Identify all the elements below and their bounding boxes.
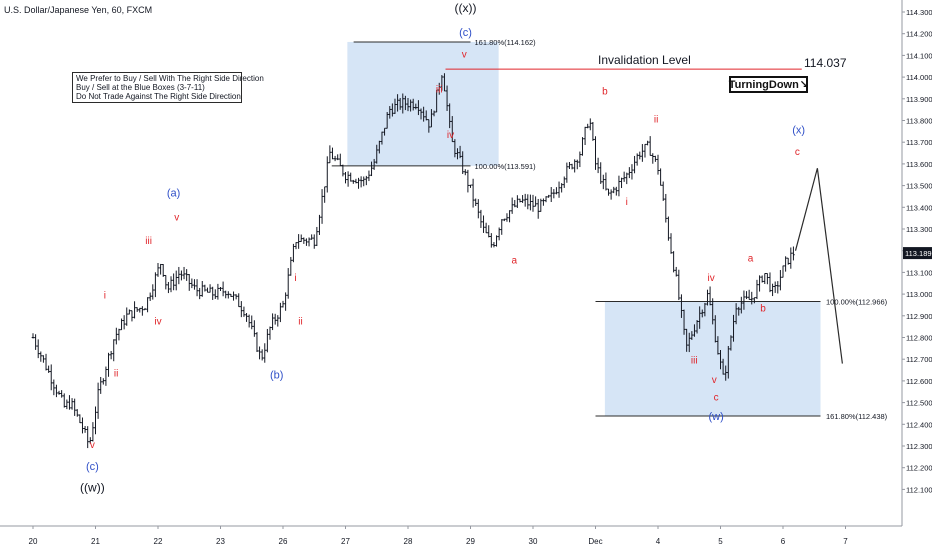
trading-notes: We Prefer to Buy / Sell With The Right S… bbox=[72, 72, 264, 103]
fibonacci-levels-layer: 161.80%(114.162) 100.00%(113.591) 100.00%(… bbox=[331, 38, 888, 421]
wave-label: ((x)) bbox=[455, 1, 477, 15]
projection-layer bbox=[794, 168, 843, 364]
wave-label: a bbox=[748, 254, 754, 265]
y-tick-label: 112.700 bbox=[906, 355, 932, 364]
y-tick-label: 114.200 bbox=[906, 30, 932, 39]
wave-label: v bbox=[90, 440, 95, 451]
y-tick-label: 113.100 bbox=[906, 268, 932, 277]
invalidation-label: Invalidation Level bbox=[598, 53, 691, 67]
x-tick-label: 6 bbox=[781, 537, 786, 546]
fib-label: 161.80%(114.162) bbox=[475, 38, 537, 47]
candles-layer bbox=[31, 73, 795, 449]
invalidation-value: 114.037 bbox=[804, 56, 847, 70]
chart-title: U.S. Dollar/Japanese Yen, 60, FXCM bbox=[4, 5, 153, 15]
x-tick-label: 23 bbox=[216, 537, 225, 546]
wave-label: b bbox=[760, 303, 766, 314]
projection-path bbox=[794, 168, 843, 364]
wave-label: iv bbox=[708, 273, 715, 284]
wave-label: iii bbox=[145, 236, 152, 247]
wave-label: iii bbox=[691, 356, 698, 367]
wave-label: (x) bbox=[792, 125, 805, 137]
note-line: Do Not Trade Against The Right Side Dire… bbox=[76, 92, 241, 101]
y-tick-label: 112.500 bbox=[906, 399, 932, 408]
y-tick-label: 112.400 bbox=[906, 420, 932, 429]
wave-label: (c) bbox=[459, 27, 472, 39]
y-tick-label: 113.300 bbox=[906, 225, 932, 234]
y-tick-label: 113.400 bbox=[906, 203, 932, 212]
wave-label: iii bbox=[436, 84, 443, 95]
y-tick-label: 112.200 bbox=[906, 464, 932, 473]
wave-label: i bbox=[626, 197, 628, 208]
x-tick-label: 29 bbox=[466, 537, 475, 546]
y-tick-label: 114.300 bbox=[906, 8, 932, 17]
wave-label: ((w)) bbox=[80, 481, 105, 495]
wave-label: (c) bbox=[86, 461, 99, 473]
wave-label: a bbox=[511, 256, 517, 267]
blue-box bbox=[347, 41, 499, 166]
current-price-label: 113.189 bbox=[905, 249, 932, 258]
wave-label: v bbox=[174, 212, 179, 223]
x-tick-label: 5 bbox=[718, 537, 723, 546]
y-tick-label: 114.000 bbox=[906, 73, 932, 82]
fib-label: 100.00%(113.591) bbox=[475, 162, 537, 171]
wave-label: (b) bbox=[270, 370, 283, 382]
y-tick-label: 113.900 bbox=[906, 95, 932, 104]
x-tick-label: 27 bbox=[341, 537, 350, 546]
wave-label: ii bbox=[114, 369, 118, 380]
wave-label: v bbox=[462, 50, 467, 61]
wave-label: i bbox=[294, 273, 296, 284]
y-tick-label: 113.800 bbox=[906, 117, 932, 126]
wave-label: iv bbox=[154, 316, 161, 327]
wave-label: ii bbox=[654, 115, 658, 126]
y-tick-label: 113.500 bbox=[906, 182, 932, 191]
x-tick-label: 20 bbox=[29, 537, 38, 546]
x-tick-label: 21 bbox=[91, 537, 100, 546]
x-tick-label: Dec bbox=[588, 537, 602, 546]
wave-label: b bbox=[602, 86, 608, 97]
fib-label: 100.00%(112.966) bbox=[826, 297, 888, 306]
y-tick-label: 112.800 bbox=[906, 334, 932, 343]
fib-label: 161.80%(112.438) bbox=[826, 412, 888, 421]
wave-label: iv bbox=[447, 130, 454, 141]
note-line: We Prefer to Buy / Sell With The Right S… bbox=[76, 74, 264, 83]
x-tick-label: 28 bbox=[404, 537, 413, 546]
brand-logo: TurningDown ↘ bbox=[729, 76, 808, 93]
x-tick-label: 7 bbox=[843, 537, 848, 546]
x-tick-label: 30 bbox=[529, 537, 538, 546]
wave-label: (w) bbox=[708, 411, 723, 423]
wave-label: (a) bbox=[167, 187, 180, 199]
wave-label: i bbox=[104, 290, 106, 301]
y-tick-label: 113.700 bbox=[906, 138, 932, 147]
y-tick-label: 112.600 bbox=[906, 377, 932, 386]
current-price-tag bbox=[903, 247, 932, 260]
y-tick-label: 113.600 bbox=[906, 160, 932, 169]
wave-label: ii bbox=[298, 316, 302, 327]
y-tick-label: 112.300 bbox=[906, 442, 932, 451]
y-tick-label: 114.100 bbox=[906, 51, 932, 60]
note-line: Buy / Sell at the Blue Boxes (3-7-11) bbox=[76, 83, 205, 92]
y-tick-label: 112.900 bbox=[906, 312, 932, 321]
wave-labels-layer: v(c)((w))iiiiiiivv(a)(b)iiiiiiivv(c)((x)… bbox=[80, 1, 805, 495]
x-tick-label: 22 bbox=[154, 537, 163, 546]
brand-name: TurningDown bbox=[728, 78, 799, 91]
arrow-down-right-icon: ↘ bbox=[799, 79, 809, 90]
wave-label: v bbox=[712, 375, 717, 386]
x-tick-label: 26 bbox=[279, 537, 288, 546]
wave-label: c bbox=[714, 392, 719, 403]
y-tick-label: 112.100 bbox=[906, 485, 932, 494]
x-tick-label: 4 bbox=[656, 537, 661, 546]
y-tick-label: 113.000 bbox=[906, 290, 932, 299]
blue-boxes-layer bbox=[347, 41, 821, 417]
wave-label: c bbox=[795, 147, 800, 158]
